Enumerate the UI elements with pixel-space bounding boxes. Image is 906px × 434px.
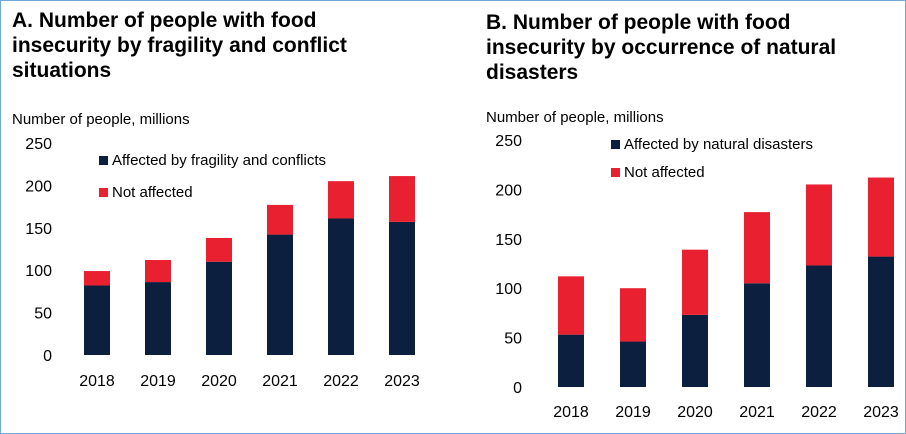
chart-b-bar-not-affected xyxy=(744,212,770,284)
chart-b-x-tick-label: 2022 xyxy=(801,404,837,421)
chart-b-bar-not-affected xyxy=(620,288,646,342)
chart-b-bar-affected xyxy=(620,341,646,387)
chart-b-bar-not-affected xyxy=(806,184,832,266)
chart-b-legend-swatch xyxy=(611,168,620,177)
panel-a: A. Number of people with food insecurity… xyxy=(12,8,452,428)
chart-b-bar-not-affected xyxy=(682,249,708,315)
chart-a-bar-not-affected xyxy=(206,237,232,262)
chart-a-x-tick-label: 2023 xyxy=(384,373,420,390)
chart-a-svg: 0 50 100 150 200 250 2018 2019 2020 2021 2022 2023 A… xyxy=(25,136,420,390)
chart-a-bar-affected xyxy=(145,282,171,355)
chart-b-bar-affected xyxy=(868,256,894,387)
chart-a-x-tick-label: 2018 xyxy=(79,373,115,390)
chart-b-x-tick-label: 2023 xyxy=(863,404,899,421)
chart-a-bar-not-affected xyxy=(328,181,354,219)
chart-b-x-tick-label: 2020 xyxy=(677,404,713,421)
chart-b-svg: 0 50 100 150 200 250 2018 2019 2020 2021 2022 2023 A… xyxy=(495,133,899,421)
chart-a-y-tick-label: 150 xyxy=(25,221,52,238)
chart-a-bar-affected xyxy=(84,285,110,355)
chart-a-bar-affected xyxy=(267,234,293,355)
panel-b: B. Number of people with food insecurity… xyxy=(486,10,902,430)
chart-a-y-tick-label: 100 xyxy=(25,263,52,280)
chart-b-bar-not-affected xyxy=(868,177,894,257)
chart-b-y-tick-label: 250 xyxy=(495,133,522,150)
chart-a-x-tick-label: 2019 xyxy=(140,373,176,390)
chart-b-title-line: B. Number of people with food xyxy=(486,11,791,34)
chart-a-bar-not-affected xyxy=(267,204,293,235)
chart-a-title-line: situations xyxy=(12,59,112,82)
chart-b-legend-label: Affected by natural disasters xyxy=(624,136,813,153)
chart-a-y-tick-label: 200 xyxy=(25,178,52,195)
chart-a-legend-swatch xyxy=(99,156,108,165)
chart-b-title-line: disasters xyxy=(486,61,579,84)
chart-a-title-line: insecurity by fragility and conflict xyxy=(12,34,347,57)
chart-b-y-tick-label: 150 xyxy=(495,232,522,249)
chart-a-bar-not-affected xyxy=(389,176,415,222)
chart-b-bar-affected xyxy=(682,314,708,387)
chart-a-bar-not-affected xyxy=(145,260,171,283)
chart-b-bar-affected xyxy=(558,334,584,387)
chart-b-bar-affected xyxy=(744,283,770,387)
chart-a-y-tick-label: 250 xyxy=(25,136,52,153)
chart-b-y-tick-label: 200 xyxy=(495,182,522,199)
chart-b-ylabel: Number of people, millions xyxy=(486,109,664,126)
chart-a-x-tick-label: 2020 xyxy=(201,373,237,390)
chart-a-title: A. Number of people with food insecurity… xyxy=(12,8,347,83)
chart-a-y-tick-label: 50 xyxy=(34,306,52,323)
chart-a-bar-affected xyxy=(206,261,232,355)
chart-a-ylabel: Number of people, millions xyxy=(12,111,190,128)
chart-a-legend-label: Affected by fragility and conflicts xyxy=(112,152,326,169)
chart-a-y-tick-label: 0 xyxy=(43,348,52,365)
chart-b-title: B. Number of people with food insecurity… xyxy=(486,10,836,85)
chart-b-legend-swatch xyxy=(611,140,620,149)
chart-b-title-line: insecurity by occurrence of natural xyxy=(486,36,837,59)
chart-a-legend-label: Not affected xyxy=(112,184,193,201)
chart-b-y-tick-label: 50 xyxy=(504,331,522,348)
chart-a-x-tick-label: 2021 xyxy=(262,373,298,390)
chart-a-title-line: A. Number of people with food xyxy=(12,9,317,32)
chart-b-x-tick-label: 2019 xyxy=(615,404,651,421)
chart-a-legend-swatch xyxy=(99,188,108,197)
chart-a-x-tick-label: 2022 xyxy=(323,373,359,390)
chart-b-legend-label: Not affected xyxy=(624,164,705,181)
chart-b-x-tick-label: 2018 xyxy=(553,404,589,421)
chart-a-bar-not-affected xyxy=(84,271,110,286)
chart-b-y-tick-label: 0 xyxy=(513,380,522,397)
chart-b-x-tick-label: 2021 xyxy=(739,404,775,421)
chart-a-bar-affected xyxy=(389,221,415,355)
chart-b-y-tick-label: 100 xyxy=(495,281,522,298)
chart-a-bar-affected xyxy=(328,218,354,355)
chart-b-bar-affected xyxy=(806,265,832,387)
chart-b-bar-not-affected xyxy=(558,276,584,335)
